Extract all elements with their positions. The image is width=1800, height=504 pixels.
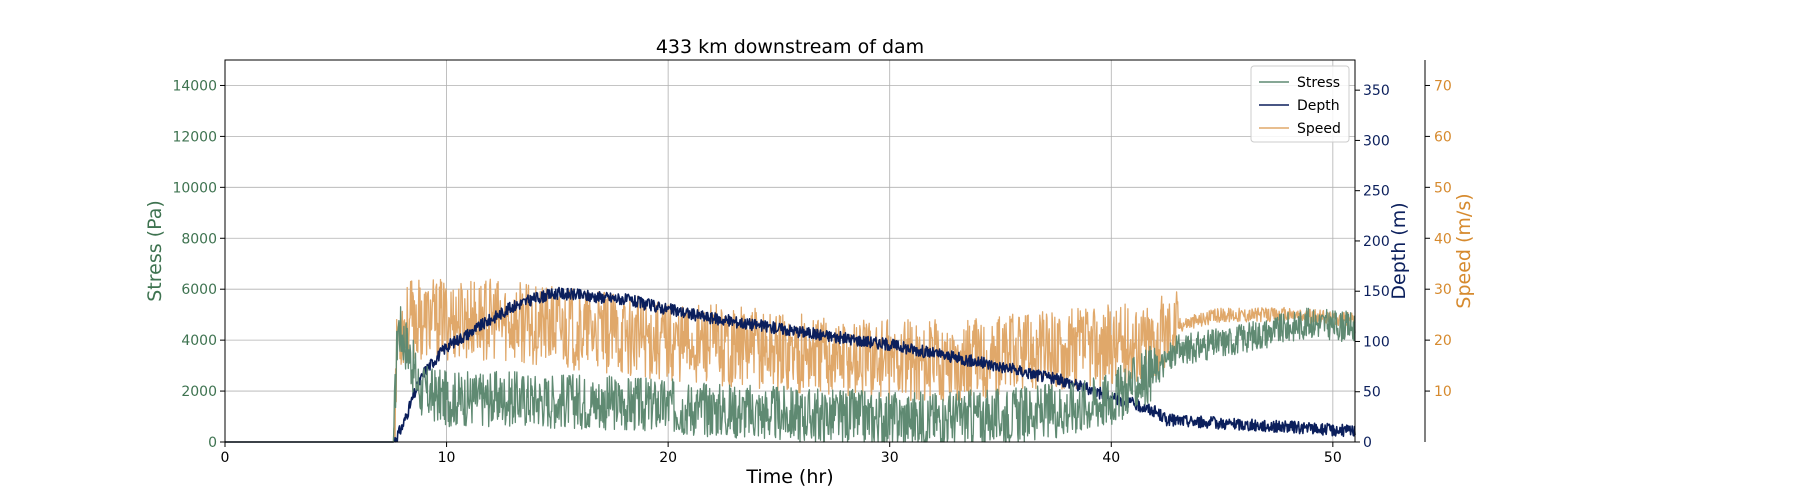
x-tick-label: 0: [221, 450, 230, 466]
x-tick-label: 10: [438, 450, 456, 466]
axes-layer: 0 10 20 30 40 5002000400060008000100001200014…: [172, 60, 1452, 466]
x-tick-label: 50: [1324, 450, 1342, 466]
stress-tick-label: 12000: [172, 129, 217, 145]
stress-tick-label: 2000: [181, 384, 217, 400]
x-tick-label: 20: [659, 450, 677, 466]
depth-tick-label: 0: [1363, 435, 1372, 451]
stress-tick-label: 10000: [172, 180, 217, 196]
stress-tick-label: 6000: [181, 282, 217, 298]
speed-tick-label: 10: [1434, 384, 1452, 400]
depth-tick-label: 300: [1363, 133, 1390, 149]
chart-title: 433 km downstream of dam: [656, 36, 924, 58]
speed-tick-label: 30: [1434, 282, 1452, 298]
speed-tick-label: 40: [1434, 231, 1452, 247]
series-layer: [224, 278, 1356, 443]
depth-tick-label: 350: [1363, 83, 1390, 99]
legend-label-depth: Depth: [1297, 98, 1340, 114]
depth-tick-label: 250: [1363, 184, 1390, 200]
series-line-stress: [224, 306, 1356, 443]
depth-tick-label: 200: [1363, 234, 1390, 250]
x-axis-label: Time (hr): [745, 466, 833, 488]
legend: Stress Depth Speed: [1250, 65, 1350, 143]
plot-frame: [224, 59, 1356, 443]
stress-axis-label: Stress (Pa): [144, 200, 166, 302]
legend-label-speed: Speed: [1297, 121, 1341, 137]
depth-axis-label: Depth (m): [1388, 202, 1410, 299]
stress-tick-label: 8000: [181, 231, 217, 247]
stress-tick-label: 0: [208, 435, 217, 451]
legend-box: [1250, 65, 1350, 143]
speed-tick-label: 50: [1434, 180, 1452, 196]
speed-tick-label: 70: [1434, 78, 1452, 94]
speed-tick-label: 60: [1434, 129, 1452, 145]
speed-axis-label: Speed (m/s): [1453, 193, 1475, 308]
x-tick-label: 30: [881, 450, 899, 466]
stress-tick-label: 14000: [172, 78, 217, 94]
x-tick-label: 40: [1102, 450, 1120, 466]
depth-tick-label: 100: [1363, 334, 1390, 350]
legend-label-stress: Stress: [1297, 75, 1340, 91]
depth-tick-label: 150: [1363, 284, 1390, 300]
depth-tick-label: 50: [1363, 385, 1381, 401]
speed-tick-label: 20: [1434, 333, 1452, 349]
stress-tick-label: 4000: [181, 333, 217, 349]
